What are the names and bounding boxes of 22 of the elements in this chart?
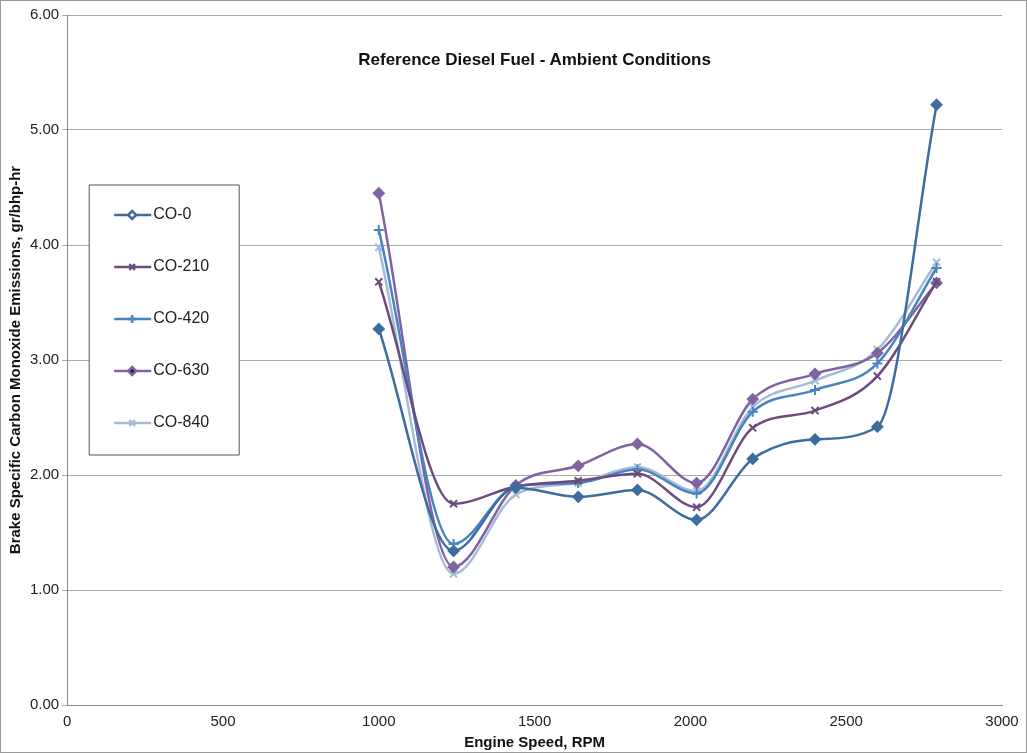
x-tick-label: 1000 (362, 712, 396, 730)
y-axis-title: Brake Specific Carbon Monoxide Emissions, gr/bhp-hr (6, 165, 24, 555)
x-tick-label: 2500 (829, 712, 863, 730)
legend-label: CO-630 (153, 361, 210, 379)
legend-label: CO-420 (153, 309, 210, 327)
x-tick-label: 500 (210, 712, 236, 730)
y-tick-label: 3.00 (29, 350, 60, 368)
text: Reference Diesel Fuel - Ambient Conditions (358, 49, 711, 69)
legend-label: CO-840 (153, 413, 210, 431)
y-tick-label: 4.00 (29, 235, 60, 253)
legend-label: CO-210 (153, 257, 210, 275)
x-axis-title: Engine Speed, RPM (464, 733, 606, 751)
y-tick-label: 5.00 (29, 120, 60, 138)
y-tick-label: 6.00 (29, 5, 60, 23)
x-tick-label: 0 (63, 712, 72, 730)
x-tick-label: 2000 (673, 712, 708, 730)
legend-label: CO-0 (153, 205, 192, 223)
y-tick-label: 0.00 (29, 695, 60, 713)
y-tick-label: 1.00 (29, 580, 60, 598)
x-tick-label: 1500 (517, 712, 552, 730)
y-tick-label: 2.00 (29, 465, 60, 483)
x-tick-label: 3000 (985, 712, 1019, 730)
